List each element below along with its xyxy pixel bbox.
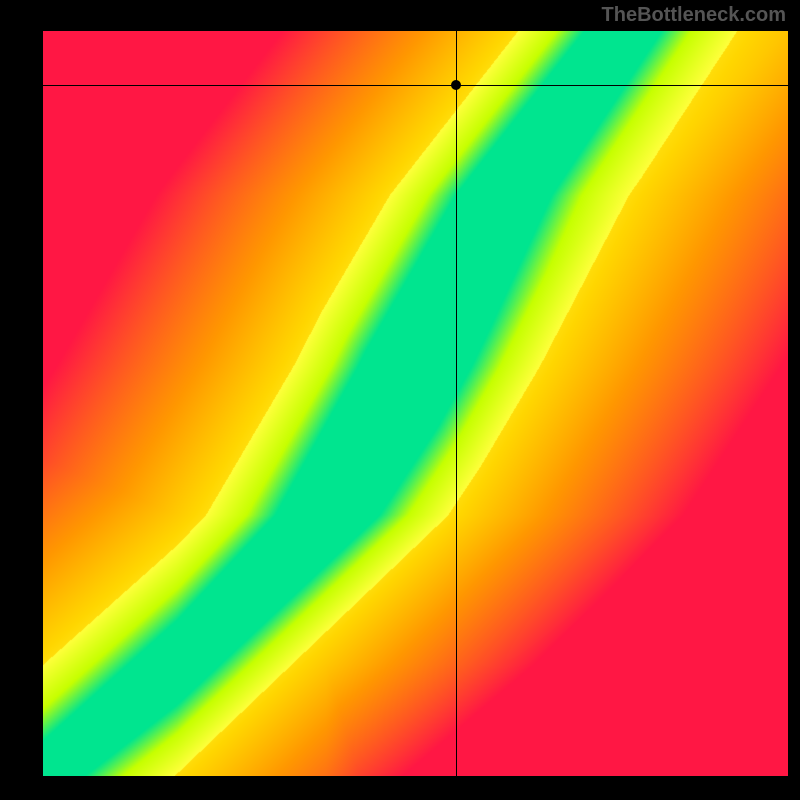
watermark-text: TheBottleneck.com (602, 4, 786, 27)
crosshair-horizontal (43, 85, 788, 86)
crosshair-marker (451, 80, 461, 90)
crosshair-vertical (456, 31, 457, 776)
plot-area (43, 31, 788, 776)
heatmap-canvas (43, 31, 788, 776)
